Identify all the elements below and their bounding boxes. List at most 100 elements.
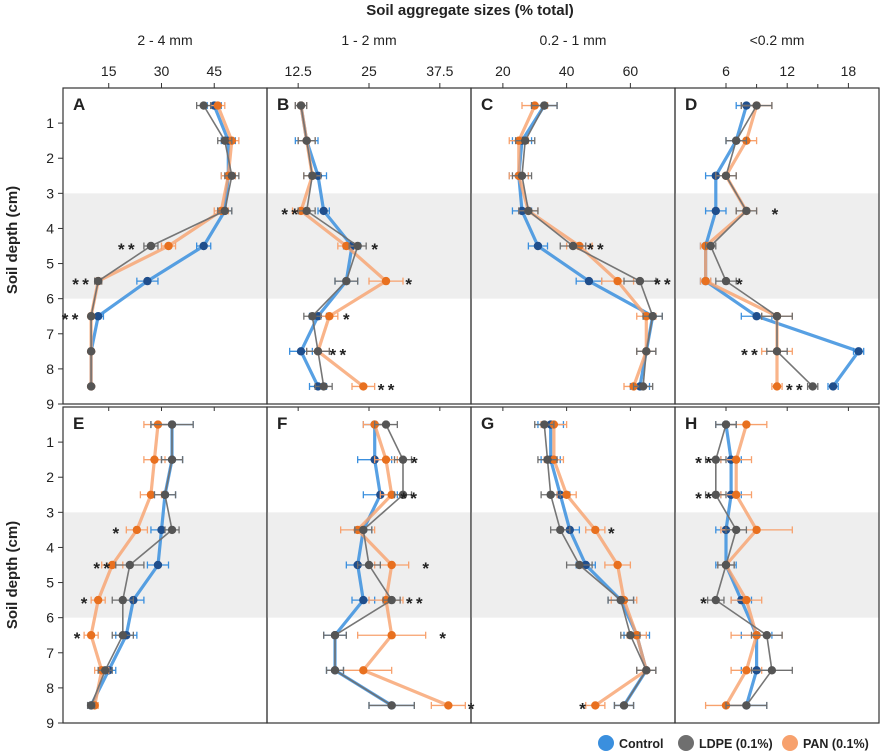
figure-title: Soil aggregate sizes (% total) [366, 2, 574, 19]
data-point-ldpe [353, 241, 362, 251]
y-tick-label: 6 [46, 291, 54, 307]
y-tick-label: 4 [46, 220, 54, 236]
data-point-pan [562, 490, 571, 499]
data-point-ldpe [626, 631, 635, 640]
y-tick-label: 4 [46, 539, 54, 555]
data-point-pan [381, 276, 391, 286]
data-point-pan [213, 101, 222, 110]
significance-asterisk-orange: * [81, 594, 88, 613]
data-point-pan [86, 631, 96, 640]
y-tick-label: 7 [46, 645, 54, 661]
data-point-control [533, 241, 543, 251]
significance-asterisk-gray: * [664, 275, 671, 294]
panel-D: D<0.2 mm6 12 18*** ** * [674, 32, 880, 405]
data-point-control [711, 206, 720, 216]
data-point-pan [150, 455, 159, 464]
data-point-ldpe [711, 490, 720, 499]
data-point-ldpe [387, 701, 396, 710]
data-point-pan [742, 666, 751, 675]
data-point-ldpe [86, 347, 96, 356]
panel-label-C: C [481, 95, 493, 114]
data-point-pan [701, 276, 710, 286]
significance-asterisk-orange: * [128, 240, 135, 259]
data-point-ldpe [721, 560, 731, 570]
x-tick-label: 30 [154, 63, 170, 79]
y-tick-label: 8 [46, 361, 54, 377]
data-point-pan [742, 420, 751, 429]
panel-label-F: F [277, 414, 287, 433]
significance-asterisk-orange: * [93, 559, 100, 578]
y-tick-label: 1 [46, 434, 54, 450]
data-point-control [143, 276, 152, 286]
data-point-pan [444, 701, 453, 710]
data-point-ldpe [86, 382, 96, 391]
y-tick-label: 7 [46, 326, 54, 342]
data-point-ldpe [125, 560, 135, 570]
significance-asterisk-orange: * [705, 489, 712, 508]
series-ldpe-E [86, 420, 194, 710]
data-point-ldpe [556, 525, 565, 535]
significance-asterisk-gray: * [411, 454, 418, 473]
significance-asterisk-orange: * [291, 205, 298, 224]
significance-asterisk-gray: * [118, 240, 125, 259]
x-tick-label: 25 [361, 63, 377, 79]
data-point-pan [93, 595, 103, 605]
data-point-ldpe [772, 312, 782, 321]
data-point-ldpe [762, 631, 771, 640]
data-point-ldpe [313, 347, 323, 356]
data-point-ldpe [752, 101, 761, 110]
significance-asterisk-gray: * [695, 489, 702, 508]
data-point-ldpe [160, 490, 170, 499]
x-tick-label: 12.5 [285, 63, 312, 79]
x-tick-label: 60 [623, 63, 639, 79]
data-point-control [359, 595, 368, 605]
significance-asterisk-gray: * [72, 275, 79, 294]
legend-swatch-pan [782, 735, 798, 751]
data-point-ldpe [635, 276, 645, 286]
data-point-pan [108, 560, 117, 570]
significance-asterisk-orange: * [772, 205, 779, 224]
panel-frame-D [674, 87, 880, 405]
data-point-ldpe [118, 595, 127, 605]
series-ldpe-D [704, 101, 819, 391]
data-point-ldpe [364, 560, 374, 570]
data-point-control [828, 382, 838, 391]
data-point-ldpe [808, 382, 817, 391]
data-point-ldpe [398, 455, 408, 464]
data-point-pan [387, 490, 396, 499]
y-tick-label: 5 [46, 256, 54, 272]
significance-asterisk-orange: * [705, 454, 712, 473]
y-axis-label-top: Soil depth (cm) [4, 186, 21, 294]
data-point-pan [387, 560, 396, 570]
significance-asterisk-gray: * [741, 345, 748, 364]
data-point-ldpe [543, 455, 552, 464]
data-point-ldpe [330, 631, 340, 640]
data-point-ldpe [86, 312, 96, 321]
x-tick-label: 40 [559, 63, 575, 79]
column-title-D: <0.2 mm [750, 32, 805, 48]
data-point-ldpe [524, 206, 533, 216]
significance-asterisk-orange: * [751, 345, 758, 364]
legend-swatch-control [598, 735, 614, 751]
significance-asterisk-orange: * [608, 524, 615, 543]
significance-asterisk-orange: * [406, 594, 413, 613]
significance-asterisk-orange: * [405, 275, 412, 294]
data-point-pan [381, 455, 391, 464]
data-point-control [854, 347, 863, 356]
significance-asterisk-gray: * [103, 559, 110, 578]
x-tick-label: 15 [101, 63, 117, 79]
data-point-pan [359, 382, 368, 391]
data-point-control [319, 206, 328, 216]
legend: Control LDPE (0.1%) PAN (0.1%) [598, 735, 869, 751]
significance-asterisk-gray: * [371, 240, 378, 259]
y-tick-label: 2 [46, 469, 54, 485]
series-ldpe-H [704, 420, 793, 710]
data-point-ldpe [711, 595, 720, 605]
data-point-ldpe [575, 560, 584, 570]
data-point-ldpe [330, 666, 340, 675]
data-point-ldpe [387, 595, 396, 605]
significance-asterisk-orange: * [439, 629, 446, 648]
data-point-pan [387, 631, 396, 640]
